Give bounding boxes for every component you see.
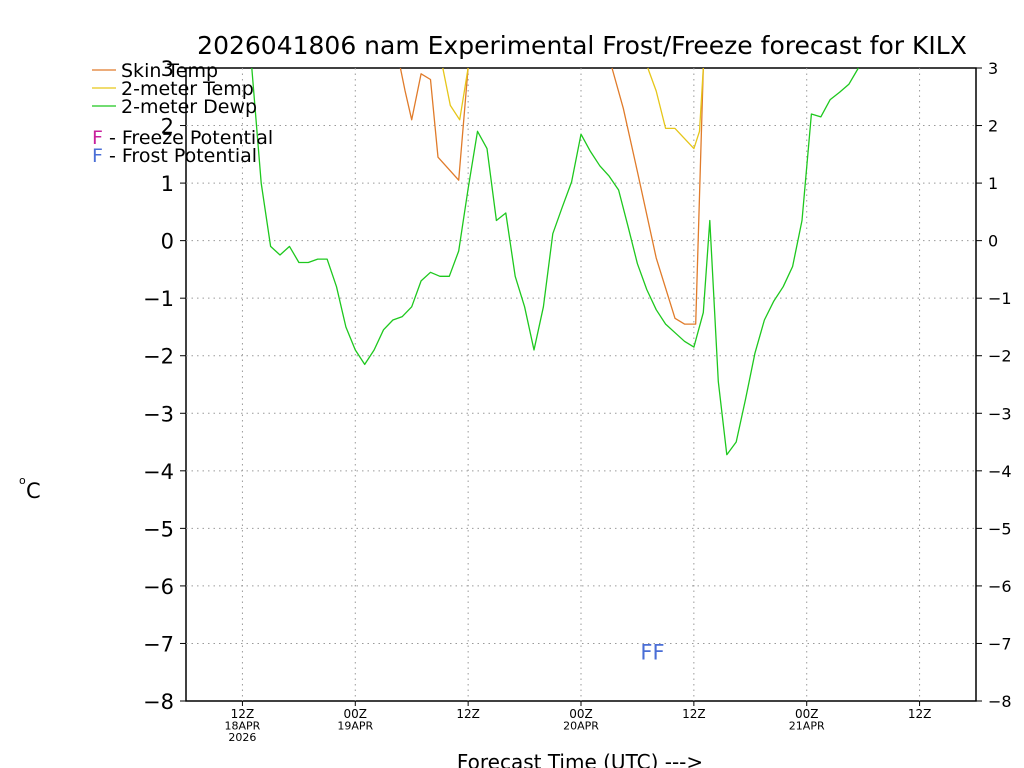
potential-legend-label: - Frost Potential: [103, 145, 257, 167]
x-tick-label: 21APR: [789, 720, 825, 733]
y-tick-label-right: −7: [988, 634, 1012, 653]
series-line-2-meter-temp: [442, 67, 469, 121]
x-tick-label: 00Z: [344, 707, 368, 721]
x-tick-label: 12Z: [456, 707, 480, 721]
x-tick-label: 2026: [228, 731, 256, 744]
y-tick-label-left: −6: [143, 575, 174, 599]
y-tick-label-right: −4: [988, 462, 1012, 481]
y-tick-label-left: 0: [161, 230, 174, 254]
y-tick-label-right: −8: [988, 692, 1012, 711]
potential-legend-entry: F - Freeze Potential: [92, 127, 273, 149]
y-tick-label-right: 3: [988, 59, 998, 78]
y-axis-unit-label: o C: [19, 474, 41, 503]
x-tick-label: 20APR: [563, 720, 599, 733]
data-series: [251, 67, 859, 456]
x-tick-label: 00Z: [795, 707, 819, 721]
x-tick-label: 12Z: [682, 707, 706, 721]
y-tick-label-right: 2: [988, 117, 998, 136]
y-tick-label-left: −7: [143, 632, 174, 656]
potential-legend-marker: F: [92, 127, 103, 149]
series-line-skin-temp: [611, 67, 704, 325]
legend-label: Skin Temp: [121, 60, 218, 82]
y-tick-label-left: −4: [143, 460, 174, 484]
series-line-2-meter-dewp: [251, 67, 859, 456]
y-tick-label-right: −2: [988, 347, 1012, 366]
y-tick-label-left: −8: [143, 690, 174, 714]
potential-markers: FF: [640, 641, 664, 665]
y-tick-label-left: −1: [143, 287, 174, 311]
axis-ticks: 3 3 2 2 1 1 0 0 −1 −1 −2 −2 −3 −3 −4 −4 −5 −5 −6 −6 −7 −7 −8 −8…: [143, 57, 1012, 744]
y-tick-label-right: −5: [988, 519, 1012, 538]
chart-title: 2026041806 nam Experimental Frost/Freeze…: [197, 31, 967, 60]
x-tick-label: 12Z: [908, 707, 932, 721]
frost-potential-marker: FF: [640, 641, 664, 665]
legend-label: 2-meter Dewp: [121, 96, 257, 118]
y-axis-unit: C: [26, 479, 41, 503]
y-tick-label-left: −5: [143, 517, 174, 541]
y-tick-label-right: 0: [988, 232, 998, 251]
grid-lines: [186, 68, 976, 701]
y-tick-label-left: 1: [161, 172, 174, 196]
y-tick-label-left: 3: [161, 57, 174, 81]
y-tick-label-right: 1: [988, 174, 998, 193]
y-tick-label-left: −3: [143, 402, 174, 426]
series-line-2-meter-temp: [647, 67, 704, 150]
x-tick-label: 00Z: [569, 707, 593, 721]
potential-legend-marker: F: [92, 145, 103, 167]
y-tick-label-right: −1: [988, 289, 1012, 308]
series-line-skin-temp: [399, 67, 469, 181]
x-axis-label: Forecast Time (UTC) --->: [457, 750, 703, 768]
potential-legend-label: - Freeze Potential: [103, 127, 273, 149]
x-tick-label: 19APR: [337, 720, 373, 733]
potential-legend-entry: F - Frost Potential: [92, 145, 257, 167]
y-tick-label-left: −2: [143, 345, 174, 369]
y-tick-label-right: −3: [988, 404, 1012, 423]
x-tick-label: 12Z: [231, 707, 255, 721]
y-tick-label-right: −6: [988, 577, 1012, 596]
x-tick-label: 18APR: [225, 720, 261, 733]
y-tick-label-left: 2: [161, 115, 174, 139]
legend-label: 2-meter Temp: [121, 78, 254, 100]
y-axis-degree: o: [19, 474, 26, 487]
